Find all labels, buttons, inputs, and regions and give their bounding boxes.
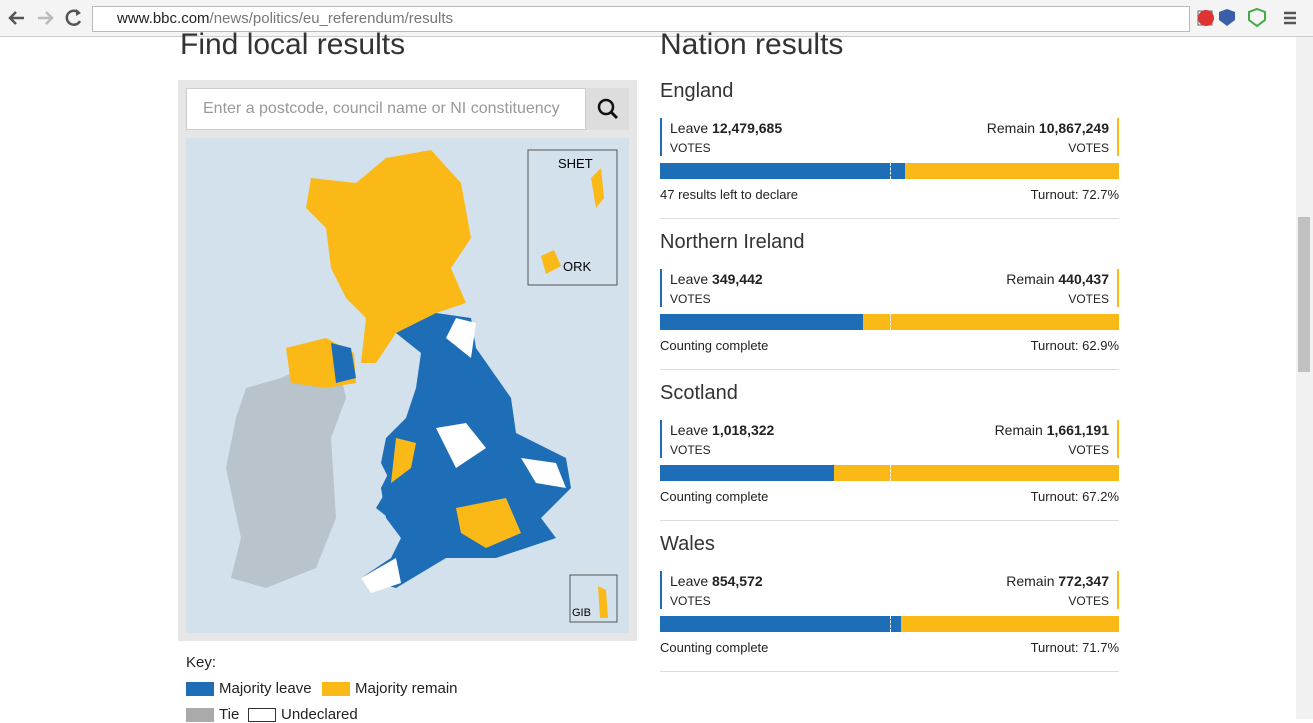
browser-toolbar: www.bbc.com/news/politics/eu_referendum/… (0, 0, 1313, 37)
nation-name: Wales (660, 533, 715, 555)
leave-votes: 854,572 (712, 573, 763, 589)
remain-bar (901, 616, 1119, 632)
remain-total: Remain 1,661,191 (995, 422, 1109, 438)
swatch-remain (322, 682, 350, 696)
nation-name: Northern Ireland (660, 231, 805, 253)
votes-caption: VOTES (670, 292, 711, 306)
leave-rule (660, 118, 662, 156)
address-bar[interactable]: www.bbc.com/news/politics/eu_referendum/… (92, 6, 1190, 32)
leave-total: Leave 1,018,322 (670, 422, 774, 438)
key-label: Majority leave (219, 680, 312, 697)
remain-label: Remain (1006, 271, 1055, 287)
remain-rule (1117, 269, 1119, 307)
results-map[interactable]: SHET ORK GIB (186, 138, 629, 633)
remain-total: Remain 440,437 (1006, 271, 1109, 287)
remain-bar (905, 163, 1119, 179)
turnout: Turnout: 62.9% (1030, 338, 1119, 353)
remain-bar (863, 314, 1119, 330)
status: Counting complete (660, 489, 769, 504)
map-label: ORK (563, 259, 592, 274)
section-title: Find local results (180, 28, 406, 61)
extensions[interactable] (1190, 4, 1310, 32)
leave-label: Leave (670, 422, 709, 438)
map-label: GIB (572, 607, 591, 619)
leave-total: Leave 12,479,685 (670, 120, 782, 136)
status: Counting complete (660, 640, 769, 655)
leave-label: Leave (670, 120, 709, 136)
turnout: Turnout: 72.7% (1030, 187, 1119, 202)
divider (660, 520, 1119, 521)
search-input[interactable]: Enter a postcode, council name or NI con… (186, 88, 586, 130)
url-path: /news/politics/eu_referendum/results (209, 10, 453, 27)
votes-caption: VOTES (1068, 594, 1109, 608)
midpoint (889, 616, 891, 632)
leave-rule (660, 420, 662, 458)
section-title: Nation results (660, 28, 844, 61)
nav-buttons[interactable] (0, 0, 90, 36)
remain-label: Remain (994, 422, 1043, 438)
leave-total: Leave 854,572 (670, 573, 763, 589)
leave-total: Leave 349,442 (670, 271, 763, 287)
remain-total: Remain 772,347 (1006, 573, 1109, 589)
key-label: Tie (219, 706, 240, 723)
leave-votes: 12,479,685 (712, 120, 783, 136)
nation-name: England (660, 80, 734, 102)
key-label: Undeclared (281, 706, 358, 723)
votes-caption: VOTES (1068, 292, 1109, 306)
remain-rule (1117, 420, 1119, 458)
divider (660, 369, 1119, 370)
divider (660, 218, 1119, 219)
scrollbar[interactable] (1296, 37, 1313, 719)
remain-bar (834, 465, 1119, 481)
status: 47 results left to declare (660, 187, 799, 202)
leave-votes: 349,442 (712, 271, 763, 287)
votes-caption: VOTES (1068, 141, 1109, 155)
remain-rule (1117, 571, 1119, 609)
leave-votes: 1,018,322 (712, 422, 775, 438)
key-title: Key: (186, 654, 217, 671)
status: Counting complete (660, 338, 769, 353)
remain-label: Remain (1006, 573, 1055, 589)
leave-bar (660, 314, 864, 330)
remain-votes: 1,661,191 (1046, 422, 1109, 438)
leave-bar (660, 465, 835, 481)
votes-caption: VOTES (670, 594, 711, 608)
swatch-undeclared (248, 708, 276, 722)
leave-bar (660, 616, 902, 632)
remain-rule (1117, 118, 1119, 156)
leave-label: Leave (670, 573, 709, 589)
key-label: Majority remain (355, 680, 458, 697)
remain-label: Remain (986, 120, 1036, 136)
divider (660, 671, 1119, 672)
remain-votes: 772,347 (1058, 573, 1109, 589)
leave-rule (660, 571, 662, 609)
nation-name: Scotland (660, 382, 738, 404)
turnout: Turnout: 71.7% (1030, 640, 1119, 655)
turnout: Turnout: 67.2% (1030, 489, 1119, 504)
search-button[interactable] (586, 88, 629, 130)
leave-rule (660, 269, 662, 307)
leave-label: Leave (670, 271, 709, 287)
remain-votes: 10,867,249 (1038, 120, 1109, 136)
map-label: SHET (558, 156, 593, 171)
votes-caption: VOTES (670, 443, 711, 457)
remain-total: Remain 10,867,249 (987, 120, 1109, 136)
swatch-leave (186, 682, 214, 696)
remain-votes: 440,437 (1058, 271, 1109, 287)
midpoint (889, 314, 891, 330)
leave-bar (660, 163, 906, 179)
url-host: www.bbc.com (117, 10, 210, 27)
votes-caption: VOTES (670, 141, 711, 155)
midpoint (889, 465, 891, 481)
swatch-tie (186, 708, 214, 722)
midpoint (889, 163, 891, 179)
votes-caption: VOTES (1068, 443, 1109, 457)
